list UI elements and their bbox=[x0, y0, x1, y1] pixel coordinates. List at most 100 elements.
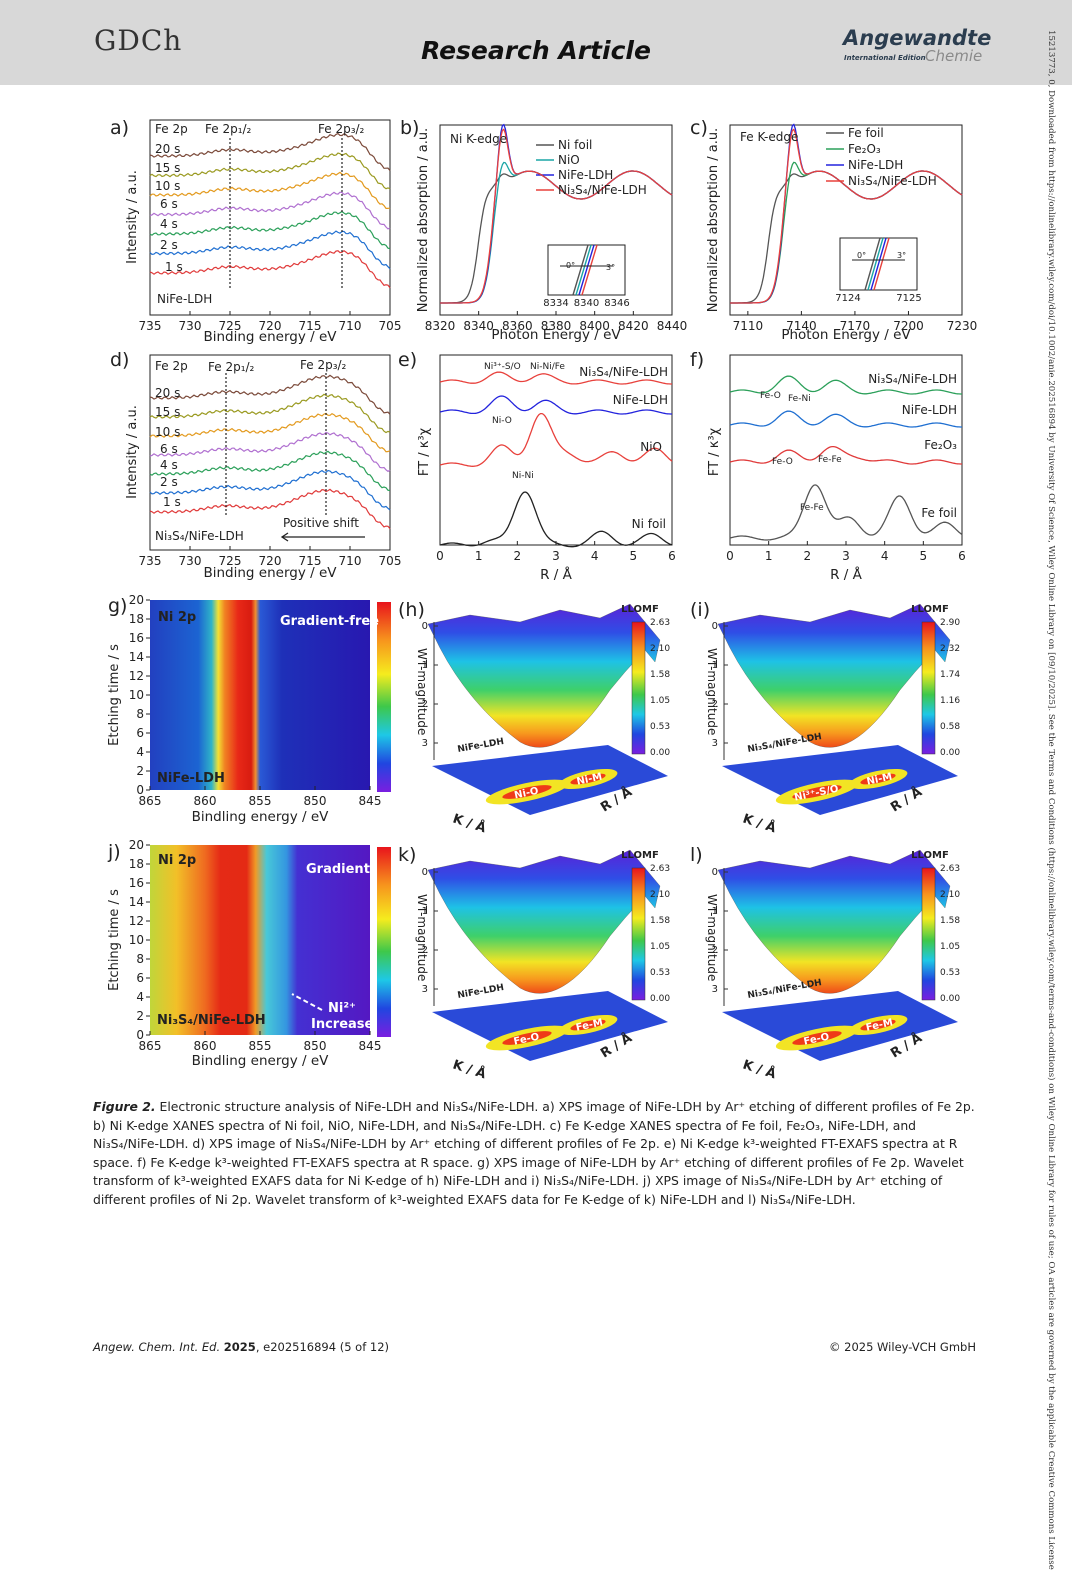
footer-year: 2025 bbox=[223, 1340, 256, 1354]
spectrum-curve bbox=[149, 171, 391, 209]
wt-floor-peak bbox=[860, 773, 896, 785]
x-tick-label: 7230 bbox=[947, 319, 978, 333]
header: GDCh Research Article Angewandte Interna… bbox=[0, 0, 1072, 85]
y-tick-label: 8 bbox=[136, 952, 144, 966]
annotation: Fe-O bbox=[760, 391, 781, 401]
spectrum-curve bbox=[729, 484, 963, 541]
spectrum-curve bbox=[149, 412, 391, 453]
x-tick-label: 8440 bbox=[657, 319, 688, 333]
side-note: 15213773, 0, Downloaded from https://onl… bbox=[1046, 30, 1056, 1570]
colorbar-tick-label: 0.00 bbox=[940, 748, 960, 758]
spectrum-curve bbox=[439, 395, 672, 415]
footer-copyright: © 2025 Wiley-VCH GmbH bbox=[828, 1340, 976, 1354]
y-tick-label: 12 bbox=[129, 914, 144, 928]
colorbar-tick-label: 0.53 bbox=[650, 968, 670, 978]
spectrum-curve bbox=[149, 210, 391, 250]
sample-label: Ni₃S₄/NiFe-LDH bbox=[747, 978, 823, 1001]
plot-frame bbox=[149, 119, 391, 316]
wt-surface bbox=[717, 849, 951, 994]
y-axis-label: FT / κ³χ bbox=[417, 427, 432, 476]
colorbar-tick-label: 1.58 bbox=[650, 670, 670, 680]
x-tick-label: 710 bbox=[339, 319, 362, 333]
y-tick-label: 6 bbox=[136, 971, 144, 985]
y-tick-label: 20 bbox=[129, 593, 144, 607]
spectrum-curve bbox=[729, 445, 962, 465]
panel-label: f) bbox=[690, 349, 704, 371]
panel-label: j) bbox=[107, 841, 121, 863]
z-tick-label: 0 bbox=[422, 621, 428, 632]
annotation: Ni₃S₄/NiFe-LDH bbox=[157, 1013, 266, 1028]
wt-floor-peak bbox=[502, 785, 552, 799]
x-tick-label: 715 bbox=[299, 319, 322, 333]
z-tick-label: 1 bbox=[712, 660, 718, 671]
k-axis-label: K / Å bbox=[451, 811, 488, 837]
inset-tick-label: 8346 bbox=[604, 298, 629, 309]
inset-tick-label: 8334 bbox=[543, 298, 568, 309]
panel-label: k) bbox=[398, 844, 416, 866]
annotation: 6 s bbox=[160, 197, 178, 211]
annotation: Fe K-edge bbox=[740, 130, 798, 144]
colorbar-tick-label: 2.63 bbox=[650, 864, 670, 874]
annotation: 2 s bbox=[160, 475, 178, 489]
y-tick-label: 8 bbox=[136, 707, 144, 721]
heatmap bbox=[150, 600, 370, 790]
x-tick-label: 865 bbox=[139, 794, 162, 808]
panel-label: a) bbox=[110, 117, 129, 139]
annotation: Ni²⁺ bbox=[328, 1001, 356, 1016]
colorbar-title: LLOMF bbox=[911, 850, 949, 861]
z-tick-label: 2 bbox=[712, 699, 718, 710]
x-tick-label: 3 bbox=[842, 549, 850, 563]
inset-tick-label: 7125 bbox=[896, 293, 921, 304]
x-tick-label: 855 bbox=[249, 794, 272, 808]
colorbar-tick-label: 1.05 bbox=[940, 942, 960, 952]
x-tick-label: 705 bbox=[379, 554, 402, 568]
z-axis-label: WT-magnitude bbox=[415, 648, 429, 735]
wt-surface bbox=[427, 849, 661, 994]
x-tick-label: 845 bbox=[359, 794, 382, 808]
annotation: Fe-Fe bbox=[818, 455, 842, 465]
annotation: Fe 2p₁/₂ bbox=[208, 360, 255, 374]
z-tick-label: 0 bbox=[422, 867, 428, 878]
spectrum-curve bbox=[572, 244, 589, 296]
sample-label: Ni₃S₄/NiFe-LDH bbox=[747, 732, 823, 755]
panel-label: g) bbox=[108, 595, 127, 617]
logo: GDCh bbox=[94, 24, 183, 57]
annotation: NiFe-LDH bbox=[157, 771, 225, 786]
wt-floor-peak bbox=[570, 1019, 606, 1031]
annotation: NiFe-LDH bbox=[613, 393, 668, 407]
x-tick-label: 845 bbox=[359, 1039, 382, 1053]
x-tick-label: 855 bbox=[249, 1039, 272, 1053]
annotation: Ni₃S₄/NiFe-LDH bbox=[579, 365, 668, 379]
x-tick-label: 7110 bbox=[733, 319, 764, 333]
annotation: Increase bbox=[311, 1017, 374, 1032]
y-tick-label: 2 bbox=[136, 1009, 144, 1023]
annotation: 15 s bbox=[155, 405, 180, 419]
z-tick-label: 1 bbox=[422, 906, 428, 917]
journal-edition: International Edition bbox=[844, 54, 926, 62]
x-tick-label: 860 bbox=[194, 1039, 217, 1053]
y-axis-label: Normalized absorption / a.u. bbox=[706, 128, 721, 312]
legend-label: Ni₃S₄/NiFe-LDH bbox=[558, 183, 647, 197]
annotation: 0° bbox=[566, 261, 575, 270]
colorbar-tick-label: 2.63 bbox=[940, 864, 960, 874]
colorbar bbox=[631, 867, 646, 1001]
x-axis-label: Bindling energy / eV bbox=[192, 809, 330, 825]
wt-floor-peak bbox=[570, 773, 606, 785]
peak-label: Fe-O bbox=[513, 1031, 541, 1047]
x-tick-label: 710 bbox=[339, 554, 362, 568]
x-tick-label: 8340 bbox=[463, 319, 494, 333]
footer-journal: Angew. Chem. Int. Ed. bbox=[93, 1340, 221, 1354]
x-tick-label: 720 bbox=[259, 554, 282, 568]
annotation: 6 s bbox=[160, 442, 178, 456]
peak-label: Ni-O bbox=[513, 786, 539, 802]
panel-label: l) bbox=[690, 844, 703, 866]
colorbar bbox=[921, 621, 936, 755]
z-axis-label: WT-magnitude bbox=[415, 894, 429, 981]
y-tick-label: 18 bbox=[129, 857, 144, 871]
annotation: Gradient bbox=[306, 862, 370, 877]
annotation: 10 s bbox=[155, 179, 180, 193]
annotation: Ni 2p bbox=[158, 853, 196, 868]
journal-chemie: Chemie bbox=[925, 47, 983, 65]
z-tick-label: 0 bbox=[712, 867, 718, 878]
